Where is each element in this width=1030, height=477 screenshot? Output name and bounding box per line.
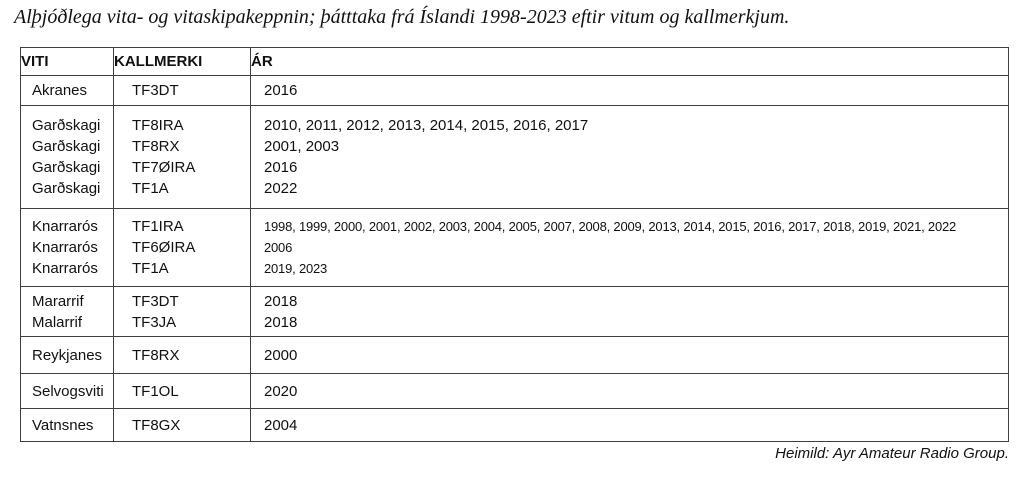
cell-line: 2006: [264, 240, 293, 255]
cell-line: 2022: [264, 180, 298, 197]
cell-line: 2018: [264, 313, 298, 331]
table-group-row: Vatnsnes TF8GX 2004: [20, 408, 1009, 442]
table-group-row: Garðskagi Garðskagi Garðskagi Garðskagi TF8I…: [20, 105, 1009, 209]
viti-cell: Mararrif Malarrif: [20, 286, 114, 337]
column-header: VITI: [20, 47, 114, 76]
kallmerki-cell: TF8RX: [113, 336, 251, 374]
cell-line: TF3DT: [132, 292, 179, 310]
cell-line: 2000: [264, 346, 298, 364]
cell-line: TF6ØIRA: [132, 239, 196, 256]
table-group-row: Akranes TF3DT 2016: [20, 75, 1009, 106]
cell-line: 2010, 2011, 2012, 2013, 2014, 2015, 2016…: [264, 117, 589, 134]
ar-cell: 2018 2018: [250, 286, 1009, 337]
participation-table: VITI KALLMERKI ÁR Akranes TF3DT 2016 Garðskag…: [20, 47, 1009, 442]
kallmerki-cell: TF8IRA TF8RX TF7ØIRA TF1A: [113, 105, 251, 209]
cell-line: TF8RX: [132, 346, 180, 364]
cell-line: Akranes: [32, 82, 88, 99]
cell-line: 2018: [264, 292, 298, 310]
ar-cell: 2004: [250, 408, 1009, 442]
ar-cell: 2010, 2011, 2012, 2013, 2014, 2015, 2016…: [250, 105, 1009, 209]
cell-line: 2001, 2003: [264, 138, 340, 155]
kallmerki-cell: TF1IRA TF6ØIRA TF1A: [113, 208, 251, 287]
viti-cell: Vatnsnes: [20, 408, 114, 442]
cell-line: TF1IRA: [132, 218, 184, 235]
cell-line: 2016: [264, 159, 298, 176]
cell-line: TF8RX: [132, 138, 180, 155]
table-header: VITI KALLMERKI ÁR: [20, 47, 1009, 76]
cell-line: Reykjanes: [32, 346, 103, 364]
cell-line: 2016: [264, 82, 298, 99]
cell-line: TF8IRA: [132, 117, 184, 134]
viti-cell: Akranes: [20, 75, 114, 106]
page-title: Alþjóðlega vita- og vitaskipakeppnin; þá…: [14, 6, 790, 28]
cell-line: TF1A: [132, 260, 169, 277]
table-group-row: Reykjanes TF8RX 2000: [20, 336, 1009, 374]
column-header: ÁR: [250, 47, 1009, 76]
cell-line: 2004: [264, 416, 298, 434]
cell-line: TF1A: [132, 180, 169, 197]
kallmerki-cell: TF8GX: [113, 408, 251, 442]
cell-line: 1998, 1999, 2000, 2001, 2002, 2003, 2004…: [264, 219, 957, 234]
table-group-row: Selvogsviti TF1OL 2020: [20, 373, 1009, 409]
cell-line: 2019, 2023: [264, 261, 328, 276]
viti-cell: Selvogsviti: [20, 373, 114, 409]
ar-cell: 2016: [250, 75, 1009, 106]
cell-line: Selvogsviti: [32, 382, 104, 400]
ar-cell: 2020: [250, 373, 1009, 409]
cell-line: TF3DT: [132, 82, 179, 99]
table-body: Akranes TF3DT 2016 Garðskagi Garðskagi Garðsk…: [20, 75, 1009, 442]
viti-cell: Knarrarós Knarrarós Knarrarós: [20, 208, 114, 287]
kallmerki-cell: TF3DT: [113, 75, 251, 106]
cell-line: Malarrif: [32, 313, 83, 331]
table-group-row: Knarrarós Knarrarós Knarrarós TF1IRA TF6ØIRA…: [20, 208, 1009, 287]
cell-line: 2020: [264, 382, 298, 400]
cell-line: Mararrif: [32, 292, 84, 310]
header-row: VITI KALLMERKI ÁR: [20, 47, 1009, 76]
cell-line: TF3JA: [132, 313, 177, 331]
cell-line: Garðskagi: [32, 159, 101, 176]
column-header: KALLMERKI: [113, 47, 251, 76]
cell-line: Knarrarós: [32, 260, 98, 277]
source-note: Heimild: Ayr Amateur Radio Group.: [775, 445, 1009, 462]
cell-line: Garðskagi: [32, 138, 101, 155]
cell-line: Vatnsnes: [32, 416, 94, 434]
ar-cell: 1998, 1999, 2000, 2001, 2002, 2003, 2004…: [250, 208, 1009, 287]
viti-cell: Garðskagi Garðskagi Garðskagi Garðskagi: [20, 105, 114, 209]
kallmerki-cell: TF1OL: [113, 373, 251, 409]
cell-line: TF8GX: [132, 416, 181, 434]
cell-line: Knarrarós: [32, 239, 98, 256]
cell-line: Knarrarós: [32, 218, 98, 235]
cell-line: TF1OL: [132, 382, 179, 400]
table-group-row: Mararrif Malarrif TF3DT TF3JA 2018 2018: [20, 286, 1009, 337]
ar-cell: 2000: [250, 336, 1009, 374]
cell-line: TF7ØIRA: [132, 159, 196, 176]
viti-cell: Reykjanes: [20, 336, 114, 374]
cell-line: Garðskagi: [32, 180, 101, 197]
cell-line: Garðskagi: [32, 117, 101, 134]
kallmerki-cell: TF3DT TF3JA: [113, 286, 251, 337]
